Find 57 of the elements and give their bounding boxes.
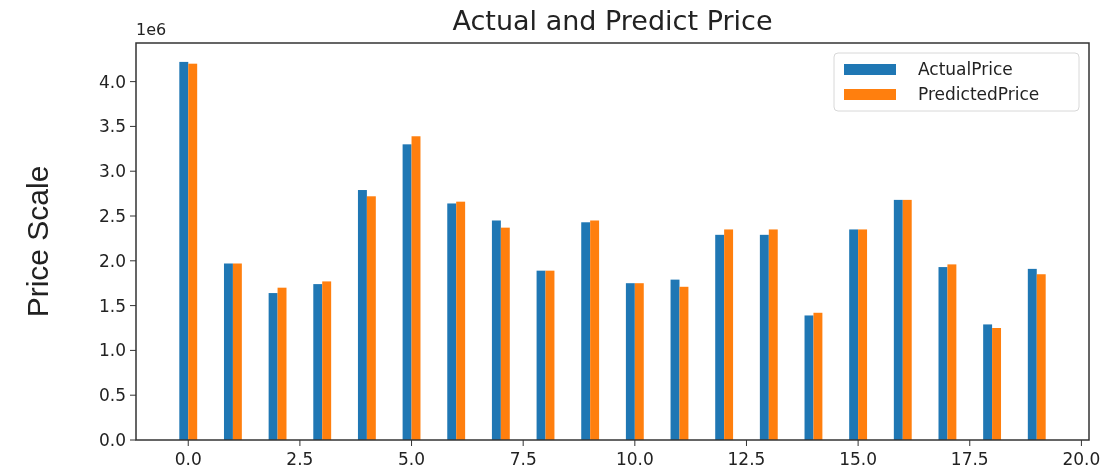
y-tick-label: 0.5 (98, 385, 126, 406)
bar (402, 144, 412, 440)
bar (188, 63, 198, 440)
bar (679, 286, 689, 440)
chart-title: Actual and Predict Price (452, 5, 773, 36)
bar (500, 227, 510, 440)
bar (849, 229, 859, 440)
y-tick-label: 4.0 (98, 71, 126, 92)
bar (625, 283, 635, 440)
bar (491, 220, 501, 440)
bar (768, 229, 778, 440)
bar (536, 270, 546, 440)
y-axis-title: Price Scale (21, 165, 54, 318)
x-tick-label: 10.0 (615, 449, 654, 469)
bar (902, 199, 912, 440)
bar (357, 190, 367, 440)
bar (724, 229, 734, 440)
bar (992, 328, 1002, 440)
x-tick-label: 17.5 (950, 449, 989, 469)
bar (366, 196, 376, 440)
y-tick-label: 2.5 (98, 205, 126, 226)
bar (322, 281, 332, 440)
x-tick-label: 15.0 (839, 449, 878, 469)
y-tick-label: 3.0 (98, 161, 126, 182)
x-tick-label: 7.5 (509, 449, 537, 469)
x-tick-label: 0.0 (174, 449, 202, 469)
bar (313, 284, 323, 440)
bar (268, 293, 278, 440)
legend-label: ActualPrice (918, 59, 1013, 79)
text: 1e6 (136, 20, 167, 39)
y-tick-label: 3.5 (98, 116, 126, 137)
x-tick-label: 5.0 (398, 449, 426, 469)
bar (179, 61, 189, 440)
bar (634, 283, 644, 440)
bar (1027, 268, 1037, 440)
bar (715, 234, 725, 440)
y-tick-label: 1.0 (98, 340, 126, 361)
bar (581, 222, 591, 440)
bar (232, 263, 242, 440)
y-tick-label: 2.0 (98, 250, 126, 271)
y-tick-label: 1.5 (98, 295, 126, 316)
x-tick-label: 2.5 (286, 449, 314, 469)
bar (759, 234, 769, 440)
bar (590, 220, 600, 440)
bar (858, 229, 868, 440)
y-tick-label: 0.0 (98, 429, 126, 450)
bar (813, 312, 823, 440)
bar (223, 263, 233, 440)
bar (983, 324, 993, 440)
bar (447, 203, 457, 440)
legend-label: PredictedPrice (918, 84, 1040, 104)
x-tick-label: 20.0 (1062, 449, 1101, 469)
bar (456, 201, 466, 440)
x-tick-label: 12.5 (727, 449, 766, 469)
bar (893, 199, 903, 440)
bar (1036, 274, 1046, 440)
bar (947, 264, 957, 440)
